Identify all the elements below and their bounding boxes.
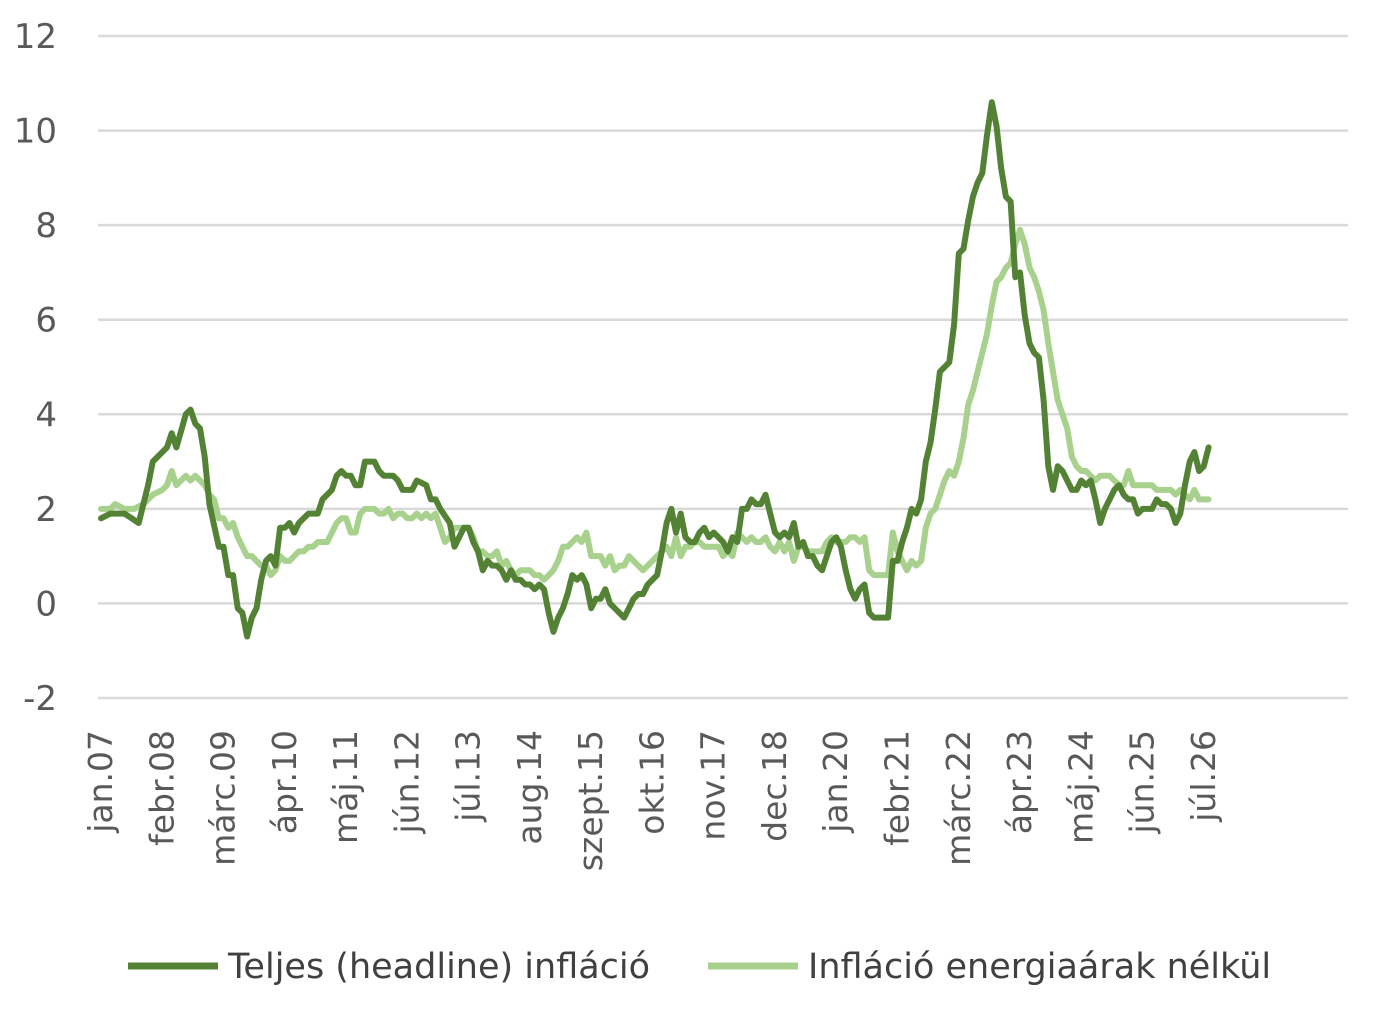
x-tick-label: szept.15 [571, 730, 610, 871]
legend: Teljes (headline) infláció Infláció ener… [128, 947, 1271, 987]
y-tick-label: 10 [14, 112, 57, 152]
x-tick-label: okt.16 [632, 730, 671, 835]
x-tick-label: febr.08 [142, 730, 181, 846]
x-tick-label: máj.11 [326, 730, 365, 844]
legend-label-core: Infláció energiaárak nélkül [808, 947, 1271, 987]
y-tick-label: 0 [35, 584, 57, 624]
x-tick-label: dec.18 [755, 730, 794, 842]
gridlines [98, 34, 1348, 700]
x-tick-label: nov.17 [694, 730, 733, 841]
x-tick-label: márc.22 [939, 730, 978, 866]
series-lines [98, 99, 1212, 640]
x-axis: jan.07 febr.08 márc.09 ápr.10 máj.11 jún.12 jú… [81, 730, 1223, 871]
y-tick-label: 8 [35, 206, 57, 246]
legend-label-headline: Teljes (headline) infláció [227, 947, 650, 987]
y-axis: -2 0 2 4 6 8 10 12 [14, 17, 57, 719]
y-tick-label: 2 [35, 490, 57, 530]
x-tick-label: jún.25 [1123, 730, 1162, 834]
x-tick-label: júl.26 [1184, 730, 1223, 823]
y-tick-label: 6 [35, 301, 57, 341]
y-tick-label: -2 [23, 679, 57, 719]
x-tick-label: márc.09 [204, 730, 243, 866]
x-tick-label: jan.07 [81, 730, 120, 834]
y-tick-label: 4 [35, 395, 57, 435]
x-tick-label: febr.21 [877, 730, 916, 846]
x-tick-label: aug.14 [510, 730, 549, 845]
x-tick-label: ápr.10 [265, 730, 304, 834]
y-tick-label: 12 [14, 17, 57, 57]
x-tick-label: jún.12 [387, 730, 426, 834]
x-tick-label: júl.13 [449, 730, 488, 823]
series-line-core [98, 226, 1212, 583]
x-tick-label: máj.24 [1061, 730, 1100, 844]
x-tick-label: jan.20 [816, 730, 855, 834]
series-line-headline [98, 99, 1212, 640]
x-tick-label: ápr.23 [1000, 730, 1039, 834]
